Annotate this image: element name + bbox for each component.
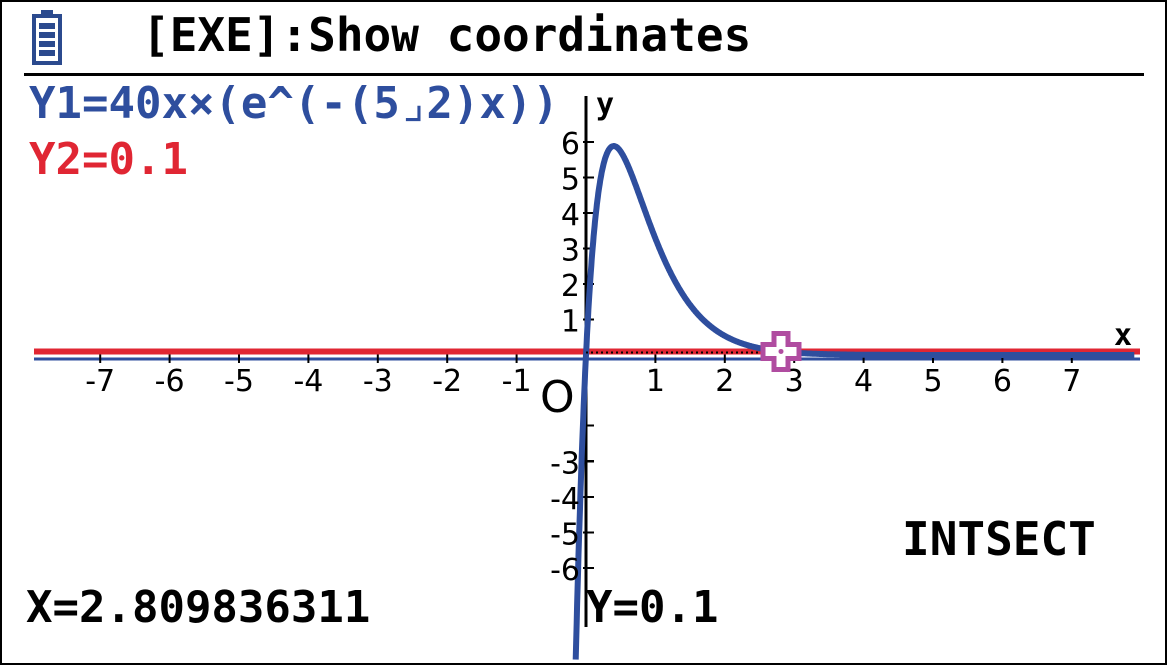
y-tick-label: -3 xyxy=(550,447,580,482)
status-divider xyxy=(24,73,1144,76)
function-y1-curve xyxy=(572,143,1137,660)
x-tick-label: -7 xyxy=(85,364,115,399)
y-coordinate-readout: Y=0.1 xyxy=(586,582,719,633)
x-coordinate-readout: X=2.809836311 xyxy=(26,582,371,633)
y-tick-label: 5 xyxy=(561,163,580,198)
x-tick-label: 3 xyxy=(785,364,804,399)
x-tick-label: 2 xyxy=(715,364,734,399)
mode-indicator: INTSECT xyxy=(902,512,1096,566)
battery-icon xyxy=(32,10,62,65)
x-tick-label: -2 xyxy=(432,364,462,399)
x-tick-label: -5 xyxy=(224,364,254,399)
x-tick-label: 4 xyxy=(854,364,873,399)
cursor-center-dot xyxy=(778,348,784,354)
x-tick-label: 7 xyxy=(1062,364,1081,399)
x-tick-label: 6 xyxy=(993,364,1012,399)
x-axis-name: x xyxy=(1114,318,1132,353)
y-tick-label: 3 xyxy=(561,234,580,269)
status-text: [EXE]:Show coordinates xyxy=(142,8,752,62)
y-tick-label: 4 xyxy=(561,198,580,233)
x-tick-label: 1 xyxy=(646,364,665,399)
y-tick-label: 1 xyxy=(561,305,580,340)
x-tick-label: -4 xyxy=(293,364,323,399)
y-axis-name: y xyxy=(596,87,614,122)
origin-label: O xyxy=(540,372,575,423)
y-tick-label: -6 xyxy=(550,553,580,588)
y-tick-label: -5 xyxy=(550,518,580,553)
x-tick-label: -6 xyxy=(155,364,185,399)
function-y2-label: Y2=0.1 xyxy=(29,134,188,185)
status-bar: [EXE]:Show coordinates xyxy=(2,2,1165,74)
y-tick-label: 2 xyxy=(561,269,580,304)
x-tick-label: -1 xyxy=(502,364,532,399)
function-y1-label: Y1=40x×(e^(-(5⌟2)x)) xyxy=(29,78,559,129)
x-tick-label: 5 xyxy=(923,364,942,399)
y-tick-label: -4 xyxy=(550,482,580,517)
x-tick-label: -3 xyxy=(363,364,393,399)
y-tick-label: 6 xyxy=(561,127,580,162)
